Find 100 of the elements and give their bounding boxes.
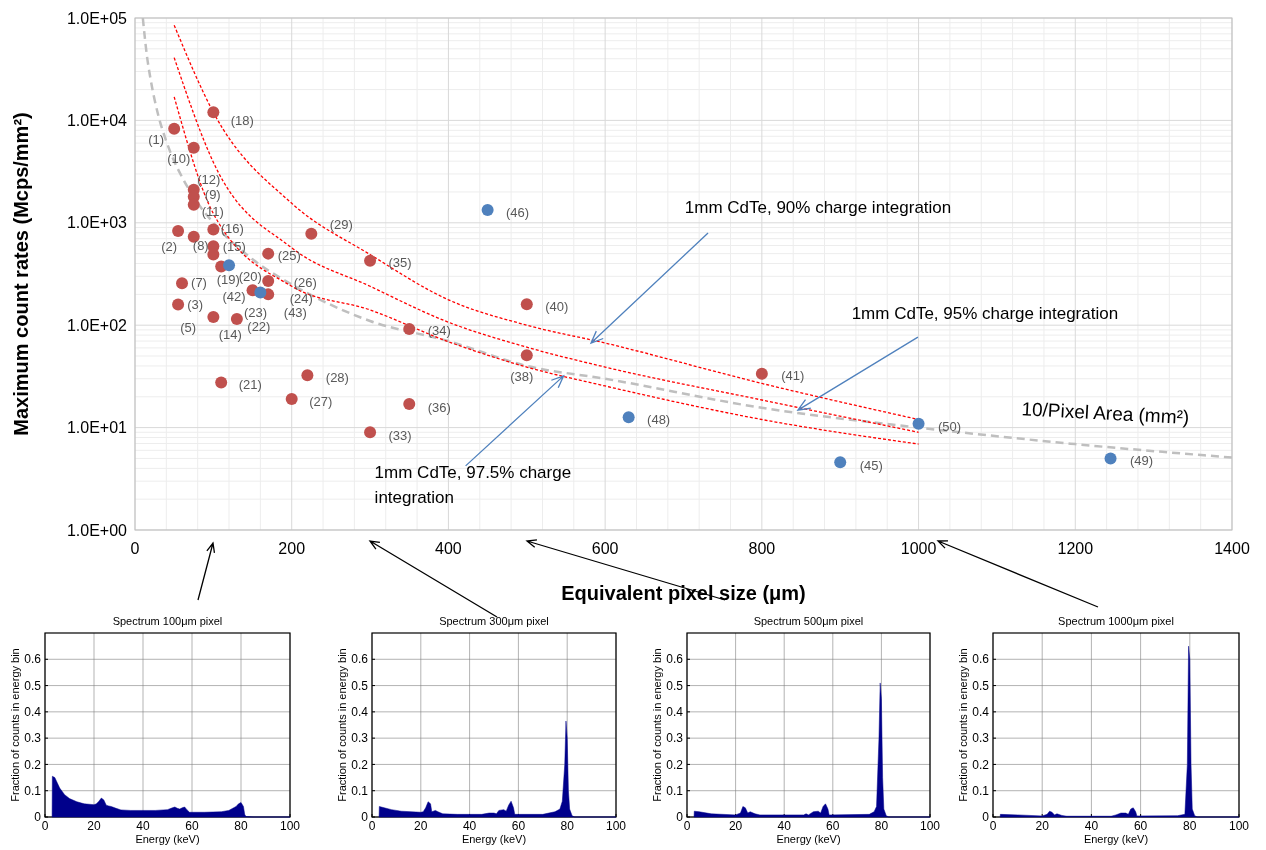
point: [403, 322, 416, 335]
y-tick-label: 0.4: [24, 705, 42, 720]
annotation: (38): [510, 368, 534, 384]
y-tick-label: 0.1: [351, 783, 369, 798]
point: [207, 106, 220, 119]
annotation: (49): [1129, 452, 1154, 468]
x-tick-label: 100: [279, 819, 301, 833]
annotation: (41): [781, 368, 805, 384]
y-tick-label: 0.1: [972, 783, 990, 798]
annotation: (9): [204, 187, 221, 203]
x-tick-label: 1400: [1214, 540, 1250, 557]
annotation: (29): [329, 217, 353, 233]
annotation: (18): [230, 112, 254, 128]
x-axis-title: Energy (keV): [776, 833, 841, 845]
point: [187, 230, 200, 243]
point: [364, 426, 377, 439]
y-tick-label: 0.2: [666, 757, 684, 772]
point: [1104, 452, 1117, 465]
x-tick-label: 40: [777, 819, 792, 833]
y-tick-label: 0.3: [351, 731, 369, 746]
y-tick-label: 0.3: [666, 731, 684, 746]
annotation: (24): [289, 290, 313, 306]
x-axis-title: Energy (keV): [461, 833, 527, 845]
y-tick-label: 1.0E+05: [66, 9, 128, 27]
x-tick-label: 40: [462, 819, 477, 833]
x-tick-label: 20: [728, 819, 743, 833]
point: [207, 311, 220, 324]
point: [520, 349, 533, 362]
x-tick-label: 100: [919, 819, 941, 833]
y-tick-label: 0.1: [666, 783, 684, 798]
annotation: (42): [222, 288, 246, 304]
point: [230, 312, 243, 325]
y-tick-label: 0.6: [666, 652, 684, 667]
x-tick-label: 100: [1228, 819, 1250, 833]
y-axis-title: Fraction of counts in energy bin: [957, 648, 969, 802]
point: [403, 398, 416, 410]
annotation: (48): [647, 411, 671, 427]
x-tick-label: 20: [414, 819, 428, 833]
chart-title: Spectrum 1000μm pixel: [1058, 615, 1174, 627]
y-tick-label: 0.2: [24, 757, 42, 772]
x-tick-label: 1000: [900, 540, 937, 557]
point: [301, 369, 314, 382]
point: [912, 417, 925, 430]
y-axis-title: Fraction of counts in energy bin: [9, 648, 21, 802]
x-tick-label: 80: [874, 819, 889, 833]
point: [364, 254, 377, 267]
y-tick-label: 0.2: [972, 757, 990, 772]
y-tick-label: 0.5: [666, 678, 684, 693]
annotation: (33): [388, 427, 412, 443]
annotation: (40): [545, 298, 569, 314]
y-tick-label: 0.3: [972, 731, 990, 746]
chart-title: Spectrum 300μm pixel: [439, 615, 549, 627]
y-tick-label: 0.1: [24, 783, 42, 798]
annotation: (20): [238, 269, 262, 285]
y-tick-label: 0.3: [24, 731, 42, 746]
annotation: (19): [216, 271, 240, 287]
point: [254, 286, 267, 299]
y-tick-label: 1.0E+03: [66, 214, 128, 232]
annotation: (7): [191, 274, 207, 290]
y-tick-label: 0.6: [351, 652, 369, 667]
y-axis-title: Maximum count rates (Mcps/mm²): [10, 112, 32, 436]
x-tick-label: 800: [748, 540, 776, 557]
chart-title: Spectrum 100μm pixel: [112, 615, 223, 627]
y-tick-label: 0.6: [972, 652, 990, 667]
x-tick-label: 100: [605, 819, 627, 833]
annotation: (16): [220, 221, 244, 237]
point: [520, 298, 533, 311]
annotation: (28): [325, 369, 349, 385]
x-tick-label: 1200: [1057, 540, 1094, 557]
point: [172, 225, 185, 238]
x-tick-label: 40: [136, 819, 150, 833]
x-tick-label: 80: [234, 819, 248, 833]
y-tick-label: 1.0E+02: [66, 316, 128, 334]
annotation: (23): [243, 304, 268, 320]
annotation: (34): [427, 323, 451, 339]
annotation: (11): [201, 204, 224, 220]
x-tick-label: 60: [511, 819, 526, 833]
series-label: 10/Pixel Area (mm²): [1020, 398, 1190, 428]
y-tick-label: 1.0E+00: [66, 521, 128, 539]
y-tick-label: 0.2: [351, 757, 369, 772]
point: [223, 259, 236, 272]
annotation: (1): [148, 132, 165, 148]
y-tick-label: 1.0E+04: [66, 112, 128, 129]
y-tick-label: 0.4: [351, 705, 369, 720]
annotation: (2): [161, 238, 178, 254]
annotation: (21): [238, 377, 262, 393]
annotation: (10): [167, 151, 191, 167]
y-axis-title: Fraction of counts in energy bin: [336, 648, 348, 802]
point: [168, 122, 181, 135]
annotation: (45): [859, 457, 883, 473]
y-tick-label: 0.4: [666, 705, 684, 720]
x-axis-title: Energy (keV): [135, 833, 200, 845]
point: [172, 298, 185, 311]
annotation: (46): [506, 204, 530, 220]
x-tick-label: 80: [1183, 819, 1197, 833]
point: [262, 247, 275, 260]
x-tick-label: 60: [826, 819, 840, 833]
x-axis-title: Energy (keV): [1083, 833, 1149, 845]
x-tick-label: 400: [435, 540, 462, 557]
annotation: (14): [218, 326, 242, 342]
